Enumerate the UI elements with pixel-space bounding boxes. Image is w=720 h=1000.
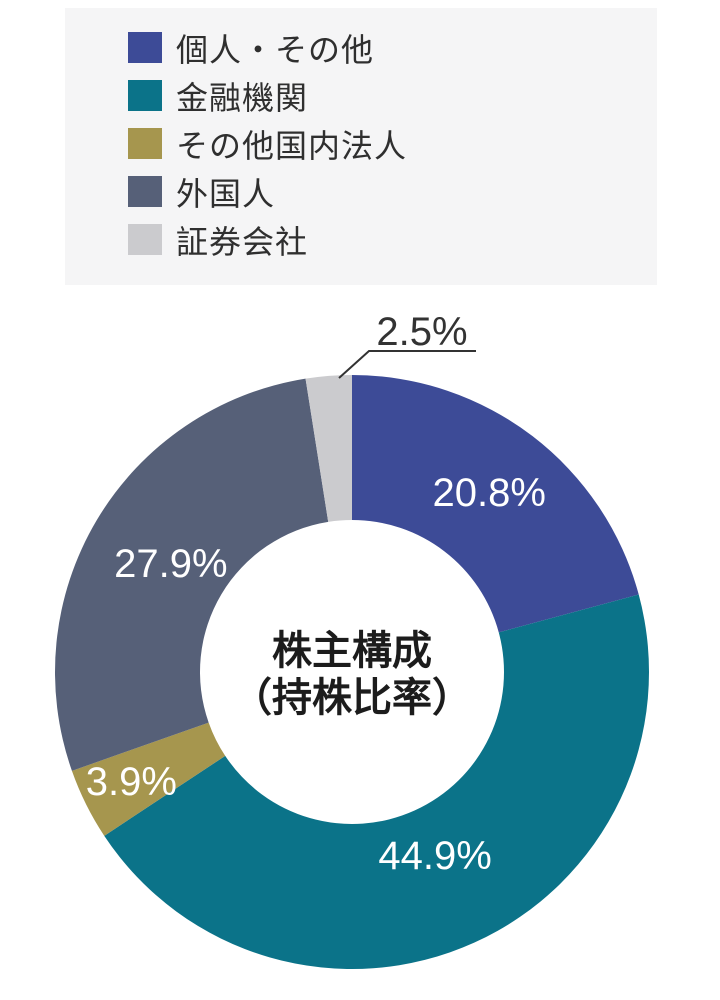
legend-item: 外国人 [128,176,657,212]
legend-label: その他国内法人 [176,127,408,164]
slice-value-label-3: 27.9% [114,542,227,586]
legend-label: 金融機関 [176,79,309,116]
legend-color-swatch [128,128,162,159]
slice-value-label-1: 44.9% [378,834,491,878]
slice-value-label-0: 20.8% [433,471,546,515]
donut-slice-3 [54,378,329,771]
donut-slice-0 [352,375,639,633]
legend-color-swatch [128,80,162,111]
donut-center-title-line-2: （持株比率） [232,676,472,720]
legend-color-swatch [128,176,162,207]
legend-label: 個人・その他 [176,31,375,68]
donut-center-title-line-1: 株主構成 [272,629,432,673]
legend-item: その他国内法人 [128,128,657,164]
legend-item: 証券会社 [128,224,657,260]
donut-slice-1 [104,594,649,969]
donut-slice-2 [71,722,226,836]
leader-line [338,350,476,379]
legend-label: 証券会社 [176,223,309,260]
legend-color-swatch [128,224,162,255]
legend-item: 個人・その他 [128,32,657,68]
donut-slice-4 [305,375,352,522]
slice-value-label-2: 3.9% [86,760,177,804]
legend-label: 外国人 [176,175,276,212]
slice-value-label-4: 2.5% [376,310,467,354]
legend-item: 金融機関 [128,80,657,116]
legend-color-swatch [128,32,162,63]
legend: 個人・その他 金融機関 その他国内法人 外国人 証券会社 [65,8,657,285]
